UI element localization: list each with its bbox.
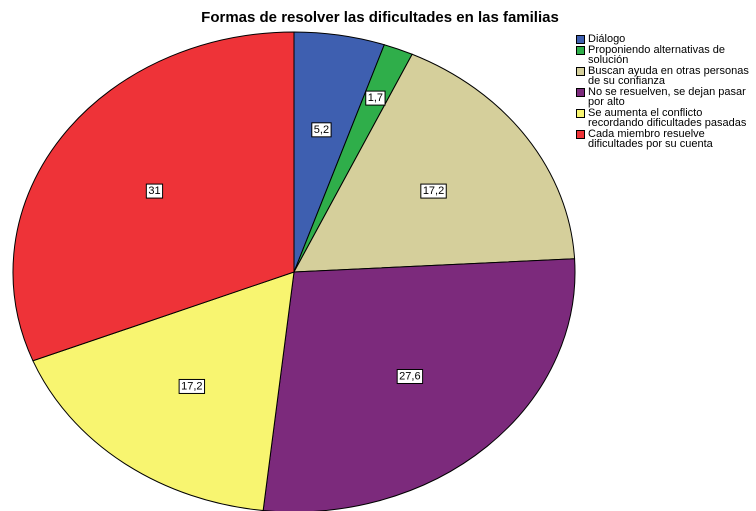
data-label-box <box>420 183 447 199</box>
data-label-box <box>396 368 424 384</box>
data-label: 31 <box>148 185 160 197</box>
data-label-box <box>178 378 206 394</box>
legend-label: Se aumenta el conflicto recordando dific… <box>588 107 747 129</box>
data-label: 17,2 <box>181 380 202 392</box>
data-label: 17,2 <box>423 185 444 197</box>
legend-item: Buscan ayuda en otras personas de su con… <box>576 65 756 87</box>
legend-item: Se aumenta el conflicto recordando dific… <box>576 107 756 129</box>
legend-item: No se resuelven, se dejan pasar por alto <box>576 86 756 108</box>
legend-item: Diálogo <box>576 33 756 45</box>
data-label-box <box>311 122 332 138</box>
pie-slice <box>293 53 576 273</box>
data-label: 1,7 <box>368 92 383 104</box>
legend-swatch <box>576 46 585 55</box>
legend-item: Cada miembro resuelve dificultades por s… <box>576 128 756 150</box>
legend-swatch <box>576 109 585 118</box>
legend-label: No se resuelven, se dejan pasar por alto <box>588 86 746 108</box>
legend-label: Buscan ayuda en otras personas de su con… <box>588 65 749 87</box>
legend-swatch <box>576 67 585 76</box>
data-label-box <box>145 183 164 199</box>
data-label-box <box>365 90 386 106</box>
legend: Diálogo Proponiendo alternativas de soluc… <box>576 34 756 150</box>
legend-item: Proponiendo alternativas de solución <box>576 44 756 66</box>
pie-slice <box>262 258 576 511</box>
legend-swatch <box>576 35 585 44</box>
legend-label: Diálogo <box>588 33 626 45</box>
legend-label: Proponiendo alternativas de solución <box>588 44 725 66</box>
legend-swatch <box>576 130 585 139</box>
legend-label: Cada miembro resuelve dificultades por s… <box>588 128 713 150</box>
pie-slice <box>32 271 295 511</box>
data-label: 27,6 <box>399 370 420 382</box>
chart-title: Formas de resolver las dificultades en l… <box>201 9 559 26</box>
data-label: 5,2 <box>314 124 329 136</box>
legend-swatch <box>576 88 585 97</box>
